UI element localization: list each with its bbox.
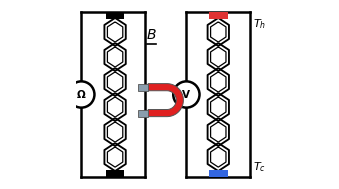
Text: Ω: Ω (77, 90, 86, 99)
Bar (138, 84, 148, 91)
Circle shape (68, 81, 95, 108)
Bar (106, 170, 124, 177)
Text: V: V (182, 90, 191, 99)
Bar (209, 170, 228, 177)
Polygon shape (148, 84, 183, 117)
Text: $B$: $B$ (146, 28, 157, 42)
Bar (106, 12, 124, 19)
Bar (138, 109, 148, 117)
Text: $T_h$: $T_h$ (253, 17, 266, 31)
Text: $T_c$: $T_c$ (253, 160, 266, 174)
Bar (209, 12, 228, 19)
Circle shape (173, 81, 200, 108)
